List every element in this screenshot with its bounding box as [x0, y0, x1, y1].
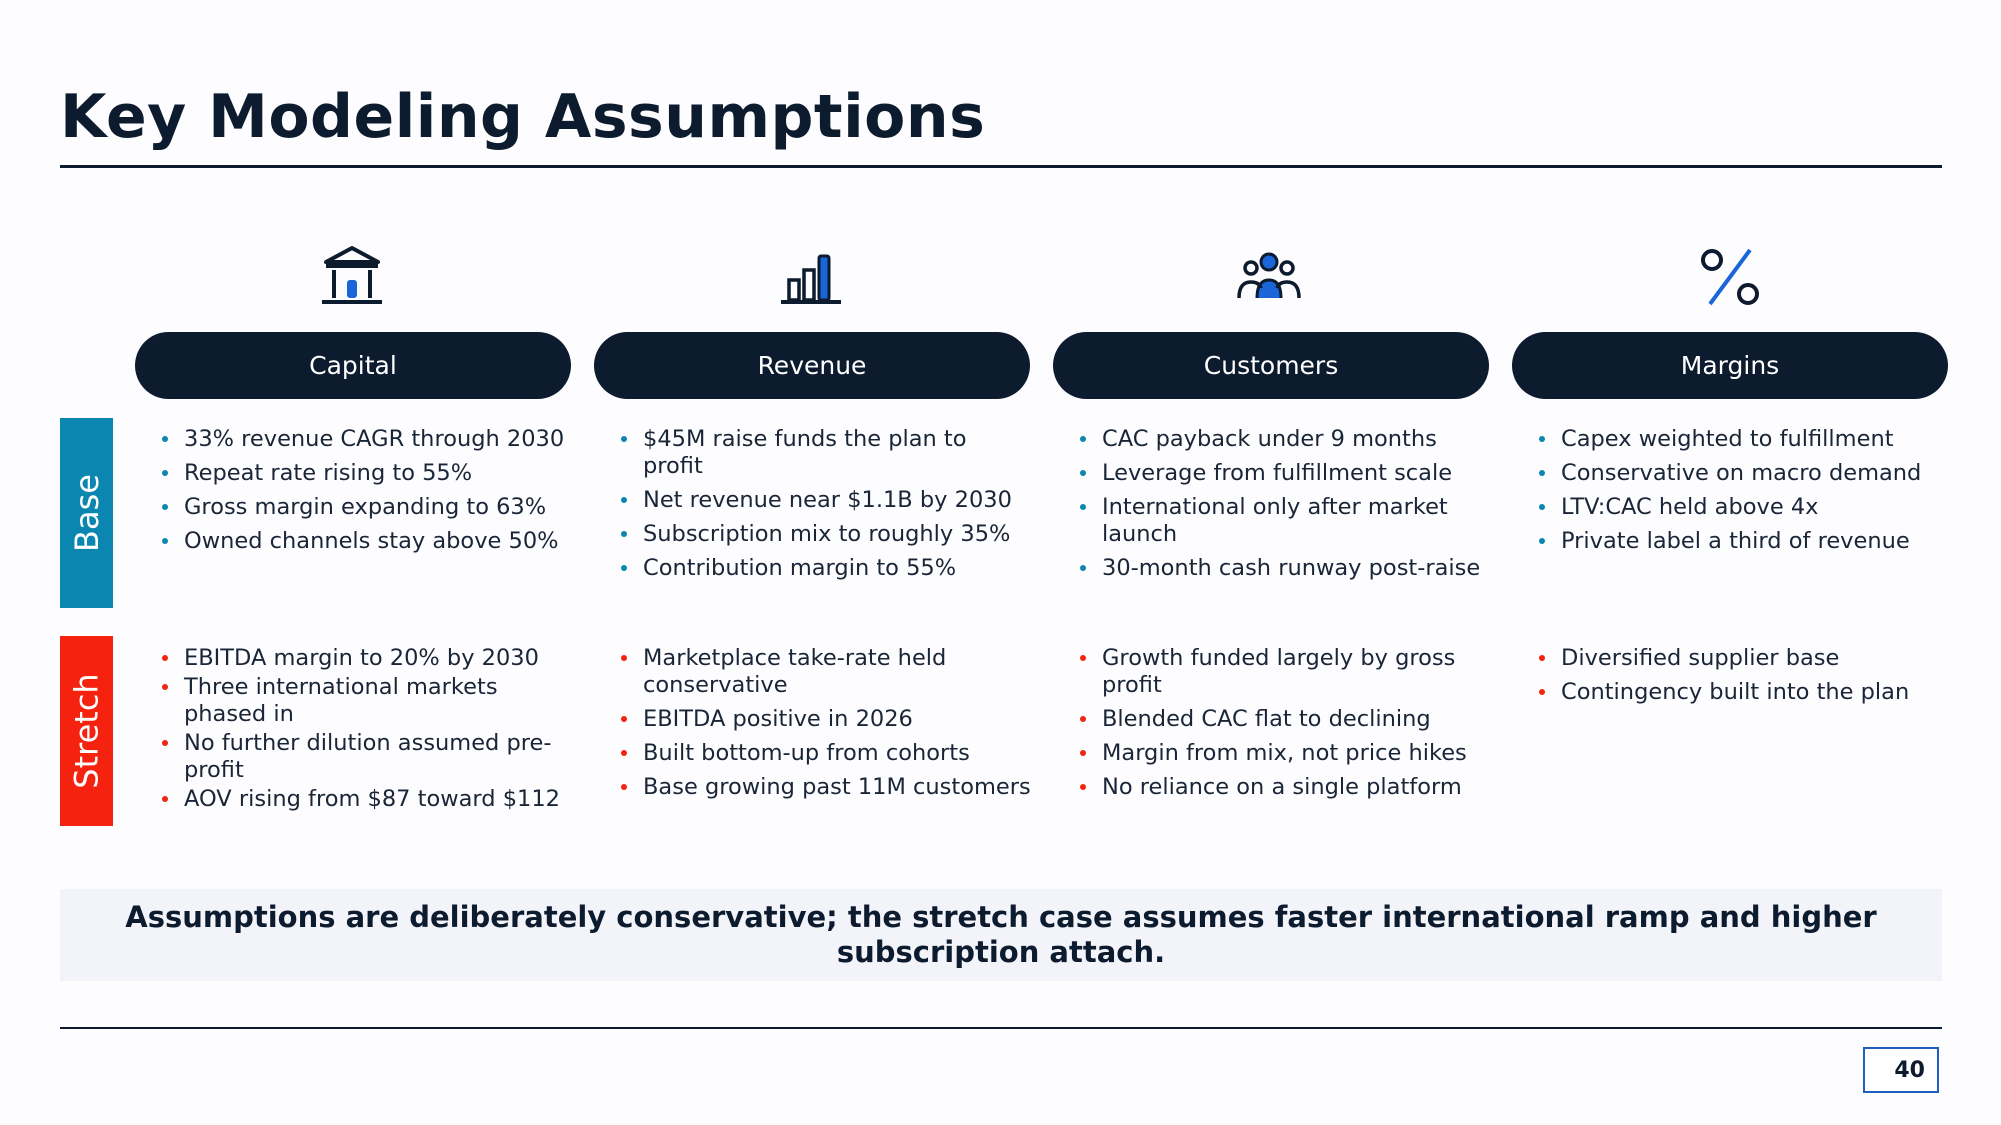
- customers-base-list: CAC payback under 9 months Leverage from…: [1072, 426, 1492, 589]
- page-number: 40: [1863, 1047, 1939, 1093]
- margins-base-list: Capex weighted to fulfillment Conservati…: [1531, 426, 1951, 562]
- row-label-base: Base: [60, 418, 113, 608]
- column-header-revenue: Revenue: [594, 332, 1030, 399]
- revenue-base-list: $45M raise funds the plan to profit Net …: [613, 426, 1033, 589]
- capital-base-list: 33% revenue CAGR through 2030 Repeat rat…: [154, 426, 574, 562]
- list-item: Marketplace take-rate held conservative: [613, 645, 1033, 699]
- list-item: No reliance on a single platform: [1072, 774, 1492, 801]
- footer-divider: [60, 1027, 1942, 1029]
- list-item: LTV:CAC held above 4x: [1531, 494, 1951, 521]
- list-item: AOV rising from $87 toward $112: [154, 786, 574, 813]
- slide-title: Key Modeling Assumptions: [60, 82, 986, 152]
- list-item: Repeat rate rising to 55%: [154, 460, 574, 487]
- margins-stretch-list: Diversified supplier base Contingency bu…: [1531, 645, 1951, 713]
- list-item: $45M raise funds the plan to profit: [613, 426, 1033, 480]
- list-item: Three international markets phased in: [154, 674, 574, 728]
- list-item: International only after market launch: [1072, 494, 1492, 548]
- title-divider: [60, 165, 1942, 168]
- bar-chart-icon: [771, 242, 851, 312]
- list-item: Owned channels stay above 50%: [154, 528, 574, 555]
- list-item: Margin from mix, not price hikes: [1072, 740, 1492, 767]
- summary-callout: Assumptions are deliberately conservativ…: [60, 889, 1942, 981]
- bank-icon: [312, 242, 392, 312]
- list-item: EBITDA margin to 20% by 2030: [154, 645, 574, 672]
- row-label-stretch-text: Stretch: [67, 673, 106, 789]
- list-item: 30-month cash runway post-raise: [1072, 555, 1492, 582]
- list-item: 33% revenue CAGR through 2030: [154, 426, 574, 453]
- list-item: CAC payback under 9 months: [1072, 426, 1492, 453]
- row-label-stretch: Stretch: [60, 636, 113, 826]
- customers-stretch-list: Growth funded largely by gross profit Bl…: [1072, 645, 1492, 808]
- column-header-customers: Customers: [1053, 332, 1489, 399]
- list-item: Gross margin expanding to 63%: [154, 494, 574, 521]
- column-header-margins: Margins: [1512, 332, 1948, 399]
- list-item: Capex weighted to fulfillment: [1531, 426, 1951, 453]
- list-item: Net revenue near $1.1B by 2030: [613, 487, 1033, 514]
- column-header-capital: Capital: [135, 332, 571, 399]
- row-label-base-text: Base: [67, 474, 106, 552]
- list-item: Contingency built into the plan: [1531, 679, 1951, 706]
- list-item: No further dilution assumed pre-profit: [154, 730, 574, 784]
- list-item: Diversified supplier base: [1531, 645, 1951, 672]
- list-item: EBITDA positive in 2026: [613, 706, 1033, 733]
- list-item: Private label a third of revenue: [1531, 528, 1951, 555]
- list-item: Built bottom-up from cohorts: [613, 740, 1033, 767]
- list-item: Conservative on macro demand: [1531, 460, 1951, 487]
- revenue-stretch-list: Marketplace take-rate held conservative …: [613, 645, 1033, 808]
- list-item: Leverage from fulfillment scale: [1072, 460, 1492, 487]
- list-item: Growth funded largely by gross profit: [1072, 645, 1492, 699]
- capital-stretch-list: EBITDA margin to 20% by 2030 Three inter…: [154, 645, 574, 815]
- list-item: Contribution margin to 55%: [613, 555, 1033, 582]
- list-item: Subscription mix to roughly 35%: [613, 521, 1033, 548]
- percent-icon: [1690, 242, 1770, 312]
- list-item: Base growing past 11M customers: [613, 774, 1033, 801]
- list-item: Blended CAC flat to declining: [1072, 706, 1492, 733]
- people-group-icon: [1229, 242, 1309, 312]
